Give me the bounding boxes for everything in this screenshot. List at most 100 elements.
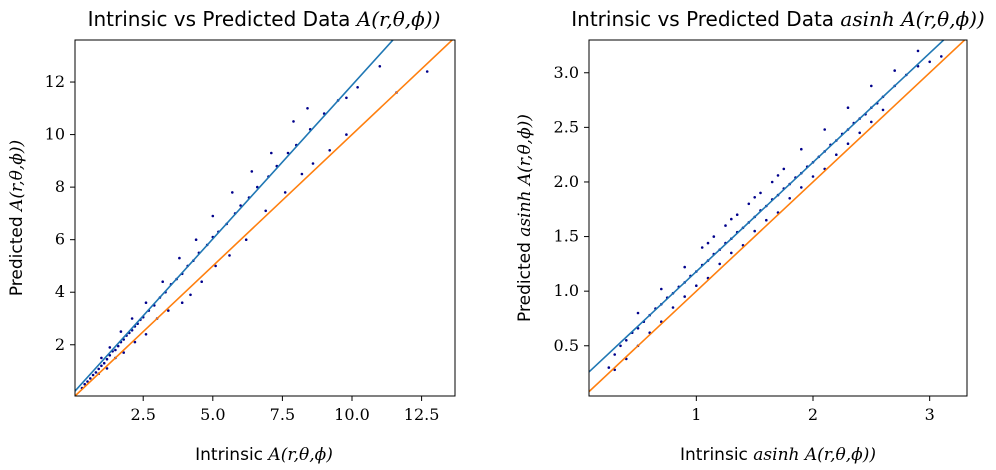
x-tick-label: 5.0 bbox=[200, 405, 225, 424]
scatter-point bbox=[753, 229, 756, 233]
scatter-point bbox=[130, 317, 134, 320]
x-tick-label: 3 bbox=[925, 405, 935, 424]
scatter-point bbox=[712, 235, 716, 238]
scatter-point bbox=[846, 142, 850, 145]
y-ticks: 0.5 1.0 1.5 2.0 2.5 3.0 bbox=[554, 63, 589, 355]
scatter-point bbox=[194, 238, 198, 241]
scatter-point bbox=[870, 84, 873, 88]
scatter-point bbox=[133, 340, 137, 344]
scatter-point bbox=[144, 333, 148, 336]
chart-title: Intrinsic vs Predicted Data asinh A(r,θ,… bbox=[571, 7, 984, 31]
scatter-point bbox=[270, 151, 273, 155]
identity-line bbox=[75, 40, 454, 396]
x-tick-label: 12.5 bbox=[404, 405, 440, 424]
scatter-point bbox=[765, 218, 768, 222]
scatter-point bbox=[747, 202, 751, 206]
scatter-point bbox=[189, 293, 192, 297]
scatter-point bbox=[700, 246, 704, 249]
scatter-point bbox=[167, 309, 170, 312]
y-tick-label: 3.0 bbox=[554, 63, 579, 82]
x-tick-label: 10.0 bbox=[334, 405, 370, 424]
scatter-point bbox=[356, 86, 359, 89]
chart-title: Intrinsic vs Predicted Data A(r,θ,ϕ)) bbox=[88, 7, 441, 31]
scatter-point bbox=[870, 120, 873, 124]
x-tick-label: 2 bbox=[808, 405, 818, 424]
scatter-point bbox=[300, 172, 304, 176]
scatter-point bbox=[706, 241, 710, 245]
y-tick-label: 6 bbox=[55, 230, 65, 249]
scatter-point bbox=[200, 280, 203, 284]
scatter-point bbox=[328, 149, 332, 152]
scatter-point bbox=[264, 209, 268, 213]
scatter-point bbox=[345, 133, 348, 136]
scatter-point bbox=[231, 191, 234, 194]
scatter-point bbox=[759, 191, 762, 195]
scatter-point bbox=[97, 367, 100, 371]
y-tick-label: 2.0 bbox=[554, 172, 579, 191]
scatter-point bbox=[180, 301, 184, 305]
scatter-point bbox=[244, 238, 248, 241]
scatter-point bbox=[636, 311, 640, 315]
plot-frame bbox=[588, 39, 968, 397]
scatter-point bbox=[671, 306, 675, 309]
scatter-point bbox=[250, 170, 254, 173]
scatter-point bbox=[119, 330, 123, 333]
scatter-point bbox=[718, 262, 721, 266]
x-ticks: 2.5 5.0 7.5 10.0 12.5 bbox=[130, 396, 439, 424]
scatter-point bbox=[89, 377, 92, 380]
scatter-point bbox=[770, 180, 774, 184]
scatter-point bbox=[105, 367, 109, 370]
scatter-point bbox=[823, 128, 826, 131]
scatter-point bbox=[425, 70, 429, 73]
scatter-point bbox=[916, 49, 920, 53]
scatter-point bbox=[286, 151, 290, 155]
scatter-point bbox=[811, 175, 815, 178]
reference-lines bbox=[589, 40, 966, 393]
scatter-point bbox=[788, 197, 791, 200]
scatter-point bbox=[893, 69, 896, 72]
scatter-point bbox=[91, 373, 95, 377]
scatter-point bbox=[122, 351, 125, 354]
y-tick-label: 2 bbox=[55, 335, 65, 354]
scatter-point bbox=[683, 265, 686, 269]
scatter-point bbox=[776, 174, 780, 177]
fit-line bbox=[75, 40, 395, 392]
scatter-point bbox=[835, 153, 838, 156]
scatter-point bbox=[607, 366, 611, 369]
x-tick-label: 2.5 bbox=[130, 405, 155, 424]
y-tick-label: 1.0 bbox=[554, 281, 579, 300]
scatter-point bbox=[800, 147, 803, 151]
scatter-point bbox=[108, 346, 112, 349]
y-tick-label: 4 bbox=[55, 282, 65, 301]
y-tick-label: 12 bbox=[45, 72, 65, 91]
scatter-point bbox=[306, 107, 309, 110]
scatter-point bbox=[846, 106, 850, 109]
scatter-point bbox=[858, 131, 861, 135]
y-axis-label: Predicted asinh A(r,θ,ϕ)) bbox=[515, 114, 535, 322]
scatter-point bbox=[940, 55, 943, 58]
scatter-point bbox=[94, 371, 98, 374]
scatter-point bbox=[730, 217, 733, 221]
scatter-point bbox=[211, 214, 215, 218]
scatter-point bbox=[625, 339, 628, 342]
x-ticks: 1 2 3 bbox=[691, 396, 935, 424]
y-axis-label: Predicted A(r,θ,ϕ)) bbox=[7, 140, 27, 296]
y-tick-label: 2.5 bbox=[554, 117, 579, 136]
scatter-point bbox=[105, 357, 109, 361]
scatter-point bbox=[613, 353, 616, 356]
scatter-point bbox=[311, 162, 315, 165]
x-tick-label: 7.5 bbox=[270, 405, 295, 424]
scatter-point bbox=[86, 380, 89, 383]
scatter-point bbox=[881, 108, 885, 112]
scatter-point bbox=[100, 356, 103, 360]
x-tick-label: 1 bbox=[691, 405, 701, 424]
y-ticks: 2 4 6 8 10 12 bbox=[45, 72, 75, 354]
reference-lines bbox=[75, 40, 454, 396]
scatter-point bbox=[619, 344, 622, 348]
scatter-point bbox=[345, 96, 348, 100]
scatter-point bbox=[800, 186, 803, 189]
scatter-point bbox=[144, 301, 148, 305]
scatter-point bbox=[178, 256, 181, 260]
scatter-point bbox=[283, 191, 287, 194]
